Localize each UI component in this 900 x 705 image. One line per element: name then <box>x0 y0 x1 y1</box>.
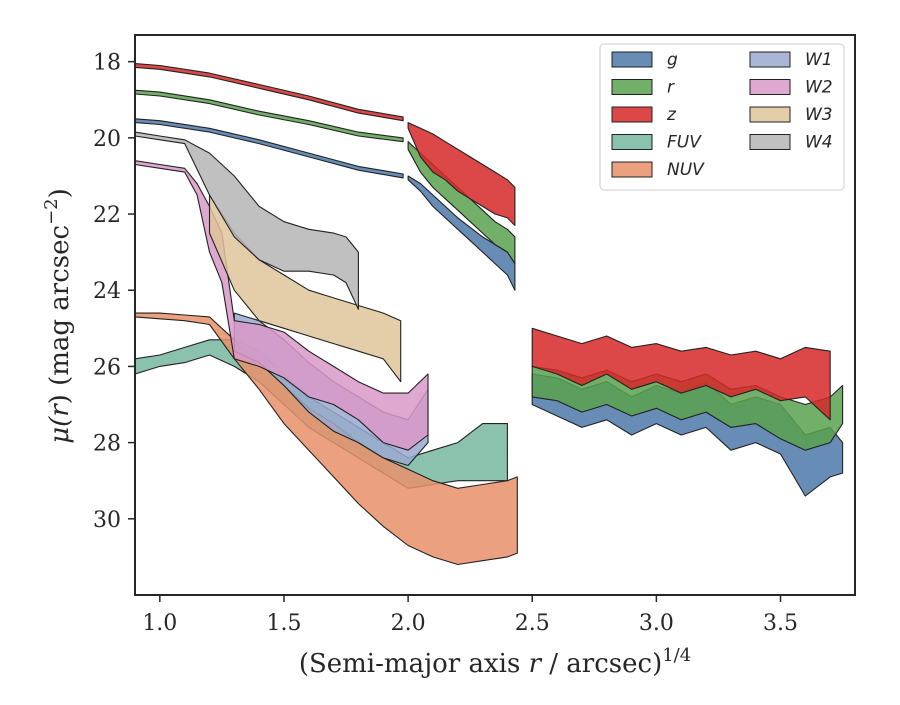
x-tick-label: 3.5 <box>763 611 798 636</box>
band-g-seg-0 <box>134 118 404 179</box>
x-axis-ticks: 1.0 1.5 2.0 2.5 3.0 3.5 <box>142 595 798 636</box>
x-axis-title: (Semi-major axis r / arcsec)1/4 <box>299 645 691 679</box>
legend-label-w3: W3 <box>805 105 833 125</box>
y-tick-label: 20 <box>93 127 121 152</box>
y-axis-ticks: 18 20 22 24 26 28 30 <box>93 51 135 533</box>
y-tick-label: 22 <box>93 203 121 228</box>
y-tick-label: 18 <box>93 51 121 76</box>
legend: grz FUV NUV W1 W2 W3 W4 <box>599 43 845 191</box>
legend-swatch-w1 <box>749 51 791 68</box>
profile-bands <box>134 63 844 566</box>
legend-swatch-r <box>611 79 653 95</box>
x-tick-label: 2.0 <box>391 611 426 636</box>
y-tick-label: 28 <box>93 432 121 457</box>
band-r-seg-0 <box>134 89 404 143</box>
legend-swatch-w4 <box>749 134 791 150</box>
band-z-seg-1 <box>407 122 516 227</box>
legend-label-g: g <box>667 50 678 70</box>
legend-label-nuv: NUV <box>667 160 705 180</box>
legend-swatch-nuv <box>611 161 653 178</box>
band-z-seg-0 <box>134 63 404 122</box>
plot-frame <box>134 34 856 596</box>
legend-swatch-w3 <box>749 106 791 123</box>
band-w3-seg-0 <box>208 194 402 383</box>
y-tick-label: 30 <box>93 508 121 533</box>
legend-label-fuv: FUV <box>667 133 702 153</box>
legend-swatch-g <box>611 51 653 68</box>
legend-swatch-w2 <box>749 79 791 95</box>
legend-swatch-fuv <box>611 134 653 150</box>
legend-label-w4: W4 <box>805 133 833 153</box>
band-z-seg-2 <box>531 327 831 421</box>
band-g-seg-1 <box>407 175 516 291</box>
legend-swatch-z <box>611 106 653 123</box>
y-tick-label: 24 <box>93 279 121 304</box>
x-tick-label: 3.0 <box>639 611 674 636</box>
legend-label-r: r <box>667 78 675 98</box>
y-axis-title: μ(r) (mag arcsec−2) <box>41 188 75 444</box>
band-w4-seg-0 <box>134 131 359 310</box>
x-tick-label: 2.5 <box>515 611 550 636</box>
legend-label-w1: W1 <box>805 50 833 70</box>
legend-label-w2: W2 <box>805 78 833 98</box>
legend-label-z: z <box>666 105 677 125</box>
x-tick-label: 1.0 <box>142 611 177 636</box>
x-tick-label: 1.5 <box>266 611 301 636</box>
y-tick-label: 26 <box>93 355 121 380</box>
